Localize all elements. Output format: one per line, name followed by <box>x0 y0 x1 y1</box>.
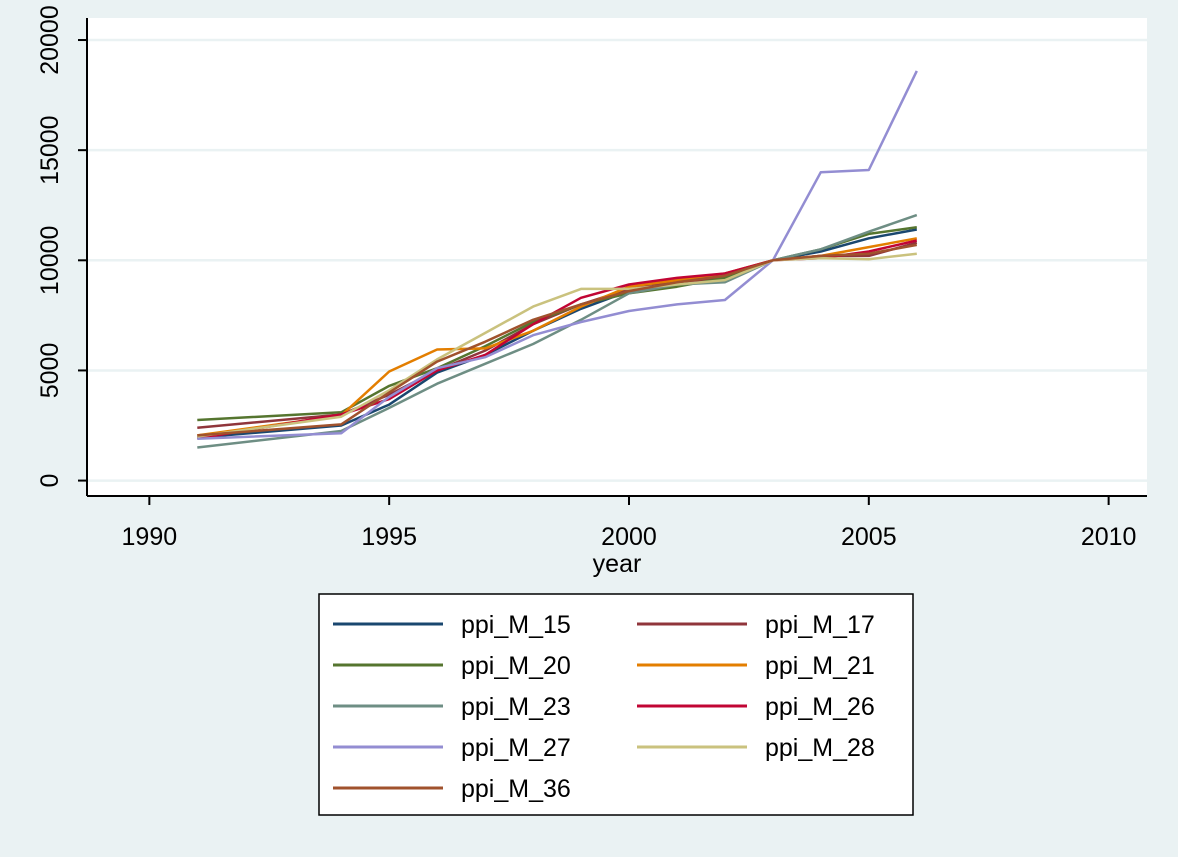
legend-label-ppi-m-28: ppi_M_28 <box>765 734 875 762</box>
y-tick-label: 0 <box>36 474 64 488</box>
y-ticks: 0 5000 10000 15000 20000 <box>36 5 87 488</box>
x-tick-label: 1995 <box>361 523 417 551</box>
legend-label-ppi-m-20: ppi_M_20 <box>461 652 571 680</box>
legend-label-ppi-m-26: ppi_M_26 <box>765 693 875 721</box>
legend-label-ppi-m-21: ppi_M_21 <box>765 652 875 680</box>
x-tick-label: 1990 <box>122 523 178 551</box>
x-ticks: 1990 1995 2000 2005 2010 <box>122 496 1137 551</box>
legend-label-ppi-m-15: ppi_M_15 <box>461 611 571 639</box>
y-tick-label: 5000 <box>36 343 64 399</box>
x-axis-title: year <box>593 550 642 578</box>
series-line-ppi-m-28 <box>197 252 917 438</box>
series-line-ppi-m-36 <box>197 243 918 437</box>
y-tick-label: 10000 <box>36 226 64 296</box>
legend-label-ppi-m-27: ppi_M_27 <box>461 734 571 762</box>
legend-label-ppi-m-17: ppi_M_17 <box>765 611 875 639</box>
x-tick-label: 2005 <box>841 523 897 551</box>
x-tick-label: 2010 <box>1081 523 1137 551</box>
legend: ppi_M_15 ppi_M_17 ppi_M_20 ppi_M_21 ppi_M_23… <box>318 593 914 816</box>
grid-lines <box>87 38 1147 482</box>
series-layer <box>197 70 918 449</box>
series-line-ppi-m-27 <box>197 70 918 440</box>
legend-label-ppi-m-23: ppi_M_23 <box>461 693 571 721</box>
y-tick-label: 20000 <box>36 5 64 75</box>
series-line-ppi-m-23 <box>197 213 918 449</box>
axes <box>86 18 1147 497</box>
legend-label-ppi-m-36: ppi_M_36 <box>461 775 571 803</box>
x-tick-label: 2000 <box>601 523 657 551</box>
y-tick-label: 15000 <box>36 115 64 185</box>
